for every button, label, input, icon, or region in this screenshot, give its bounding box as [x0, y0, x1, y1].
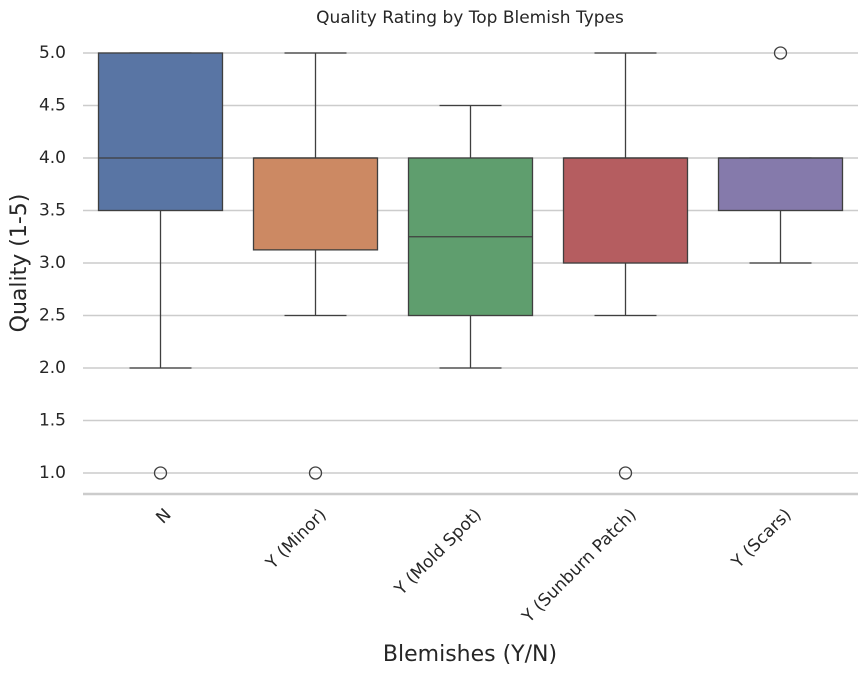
flier [153, 466, 168, 480]
chart-title: Quality Rating by Top Blemish Types [316, 8, 624, 28]
y-tick-label: 2.0 [39, 358, 66, 378]
x-tick-label: Y (Sunburn Patch) [518, 505, 641, 628]
flier [308, 466, 323, 480]
y-tick-label: 3.5 [39, 201, 66, 221]
y-tick-label: 4.0 [39, 148, 66, 168]
x-tick-label: Y (Mold Spot) [390, 505, 485, 600]
box [97, 52, 224, 212]
y-tick-label: 2.5 [39, 306, 66, 326]
x-tick-label: Y (Minor) [262, 505, 331, 574]
x-axis-label: Blemishes (Y/N) [383, 642, 557, 667]
box [252, 157, 379, 251]
y-tick-label: 4.5 [39, 96, 66, 116]
y-tick-label: 5.0 [39, 43, 66, 63]
flier [773, 46, 788, 60]
box [562, 157, 689, 264]
y-tick-label: 1.5 [39, 411, 66, 431]
x-tick-label: N [152, 505, 175, 528]
flier [618, 466, 633, 480]
x-tick-label: Y (Scars) [727, 505, 795, 573]
box [717, 157, 844, 212]
y-tick-label: 1.0 [39, 463, 66, 483]
y-axis-label: Quality (1-5) [7, 194, 32, 333]
y-tick-label: 3.0 [39, 253, 66, 273]
